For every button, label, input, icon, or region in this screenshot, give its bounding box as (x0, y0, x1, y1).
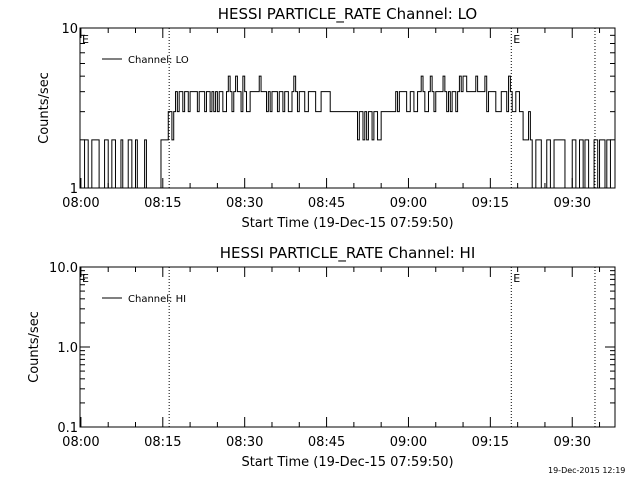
panel2-x-tick-label: 08:30 (226, 435, 263, 450)
panel2-y-tick-label: 10.0 (49, 261, 78, 276)
panel1-x-axis-label: Start Time (19-Dec-15 07:59:50) (241, 216, 453, 231)
panel2-y-axis-label: Counts/sec (27, 311, 42, 383)
panel1-chart-title: HESSI PARTICLE_RATE Channel: LO (218, 5, 477, 24)
panel1-y-tick-label: 1 (70, 182, 78, 197)
panel1-marker-label: E (513, 33, 520, 46)
panel1-x-tick-label: 09:15 (472, 196, 509, 211)
panel1-x-tick-label: 09:30 (554, 196, 591, 211)
panel1-series-line (80, 75, 615, 189)
panel2-x-tick-label: 08:00 (62, 435, 99, 450)
panel1-x-tick-label: 09:00 (390, 196, 427, 211)
panel1-x-tick-label: 08:00 (62, 196, 99, 211)
panel2-marker-label: E (513, 272, 520, 285)
panel2-chart-title: HESSI PARTICLE_RATE Channel: HI (220, 244, 476, 263)
panel1-y-tick-label: 10 (61, 22, 78, 37)
panel2-x-axis-label: Start Time (19-Dec-15 07:59:50) (241, 455, 453, 470)
panel2-x-tick-label: 08:15 (144, 435, 181, 450)
panel1-legend-label: Channel: LO (128, 55, 189, 66)
panel1-marker-label: E (82, 33, 89, 46)
panel2-y-tick-label: 0.1 (57, 421, 78, 436)
panel2-x-tick-label: 09:30 (554, 435, 591, 450)
panel1-x-tick-label: 08:15 (144, 196, 181, 211)
panel1-x-tick-label: 08:45 (308, 196, 345, 211)
panel2-x-tick-label: 08:45 (308, 435, 345, 450)
panel1-x-tick-label: 08:30 (226, 196, 263, 211)
panel2-plot-frame (79, 266, 616, 428)
panel2-y-tick-label: 1.0 (57, 341, 78, 356)
footer-timestamp: 19-Dec-2015 12:19 (548, 466, 626, 475)
panel1-y-axis-label: Counts/sec (37, 72, 52, 144)
panel2-x-tick-label: 09:00 (390, 435, 427, 450)
panel2-x-tick-label: 09:15 (472, 435, 509, 450)
panel2-legend-label: Channel: HI (128, 294, 186, 305)
panel1-plot-frame (79, 27, 616, 189)
panel2-marker-label: E (82, 272, 89, 285)
